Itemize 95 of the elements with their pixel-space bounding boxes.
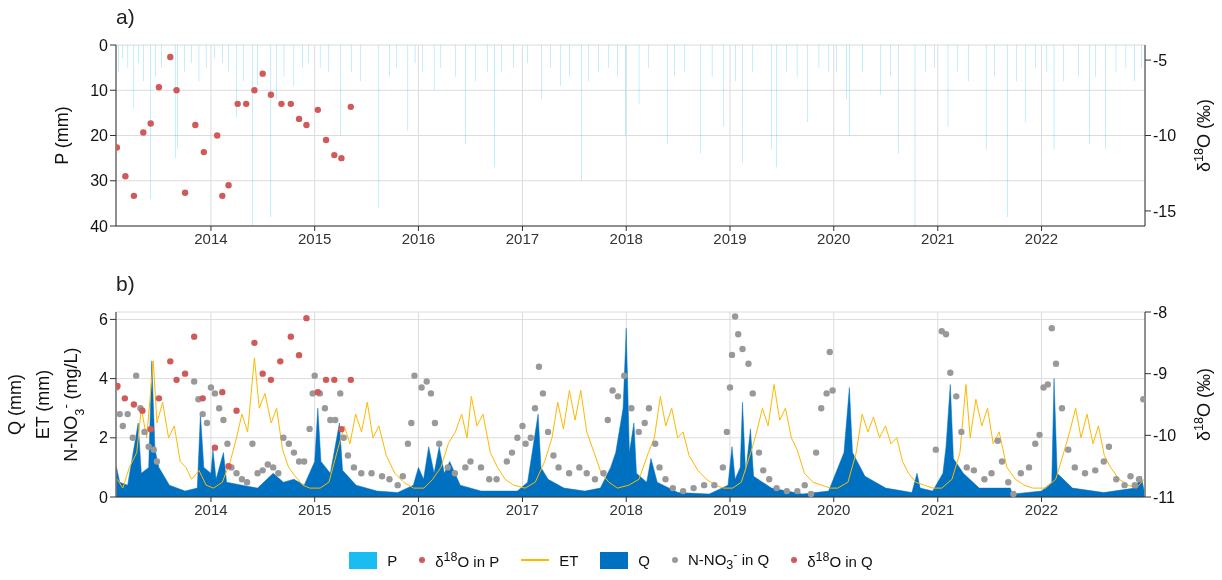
point (130, 192, 138, 200)
point (181, 189, 189, 197)
x-tick-label: 2019 (713, 500, 747, 518)
y-tick-label: 6 (99, 311, 109, 329)
point (173, 376, 180, 384)
point (338, 154, 345, 162)
x-tick-label: 2014 (194, 500, 228, 518)
point (219, 192, 226, 200)
y-tick-label: 10 (90, 81, 109, 99)
y-tick-label: 0 (99, 488, 109, 506)
point (259, 70, 266, 77)
y-tick-label: 4 (99, 370, 109, 388)
point (267, 376, 275, 384)
line-series (116, 357, 1145, 489)
legend-label: N-NO$_{3}$$^{-}$ in Q (688, 548, 770, 572)
x-tick-label: 2017 (505, 229, 540, 247)
point (251, 339, 258, 347)
point (213, 132, 221, 139)
legend-label: P (387, 551, 398, 569)
y-axis-title: P (mm) (52, 106, 72, 165)
point (190, 333, 198, 340)
point (259, 370, 266, 377)
point (287, 333, 295, 340)
x-tick-label: 2015 (298, 229, 332, 247)
point (303, 314, 310, 322)
point (211, 444, 219, 451)
y-tick-label: 0 (99, 36, 109, 54)
y2-tick-label: -5 (1153, 51, 1168, 69)
x-tick-label: 2022 (1024, 229, 1059, 247)
y2-tick-label: -11 (1153, 488, 1176, 506)
point (295, 115, 303, 123)
point (121, 395, 129, 402)
legend-label: δ$^{18}$O in P (435, 550, 500, 570)
point (225, 182, 232, 189)
y-tick-label: 30 (90, 172, 109, 190)
point (234, 100, 241, 108)
y-tick-label: 40 (90, 217, 109, 235)
y2-tick-label: -15 (1153, 202, 1177, 220)
y2-tick-label: -9 (1153, 365, 1168, 383)
x-tick-label: 2014 (194, 229, 228, 247)
legend-label: Q (638, 551, 651, 569)
x-tick-label: 2020 (817, 229, 851, 247)
point (287, 100, 295, 108)
point (199, 395, 206, 402)
point (200, 148, 208, 156)
x-tick-label: 2022 (1024, 500, 1059, 518)
point (347, 376, 354, 384)
x-tick-label: 2021 (921, 229, 955, 247)
y-tick-label: 20 (90, 127, 109, 145)
chart-title: b) (116, 272, 135, 296)
point (278, 100, 285, 108)
point (155, 395, 163, 402)
x-tick-label: 2015 (298, 500, 332, 518)
point (295, 351, 303, 359)
y-tick-label: 2 (99, 429, 109, 447)
y2-tick-label: -10 (1153, 427, 1177, 445)
point (322, 376, 330, 384)
point (130, 401, 138, 408)
point (116, 144, 121, 151)
x-tick-label: 2020 (817, 500, 851, 518)
point (331, 151, 338, 159)
point (314, 106, 322, 114)
point (233, 407, 240, 414)
point (167, 53, 174, 61)
point (192, 121, 199, 129)
point (122, 173, 129, 180)
x-tick-label: 2018 (609, 500, 643, 518)
point (347, 103, 354, 111)
point (242, 100, 250, 108)
point (167, 358, 174, 365)
x-tick-label: 2021 (921, 500, 955, 518)
point (181, 370, 189, 377)
point (303, 121, 310, 129)
point (147, 120, 154, 127)
y2-tick-label: -8 (1153, 303, 1168, 321)
point (155, 84, 163, 91)
point (251, 87, 258, 94)
point (267, 91, 275, 98)
point (140, 129, 147, 136)
x-tick-label: 2016 (401, 500, 436, 518)
point (338, 425, 345, 433)
point (331, 376, 338, 384)
point (219, 388, 226, 396)
point (147, 425, 154, 433)
point (277, 358, 284, 365)
x-tick-label: 2016 (401, 229, 436, 247)
x-tick-label: 2018 (609, 229, 643, 247)
legend-label: δ$^{18}$O in Q (807, 550, 873, 570)
point (173, 87, 180, 94)
y2-tick-label: -10 (1153, 127, 1177, 145)
chart-title: a) (116, 5, 135, 29)
legend-label: ET (559, 551, 579, 569)
x-tick-label: 2017 (505, 500, 540, 518)
point (322, 136, 330, 144)
x-tick-label: 2019 (713, 229, 747, 247)
